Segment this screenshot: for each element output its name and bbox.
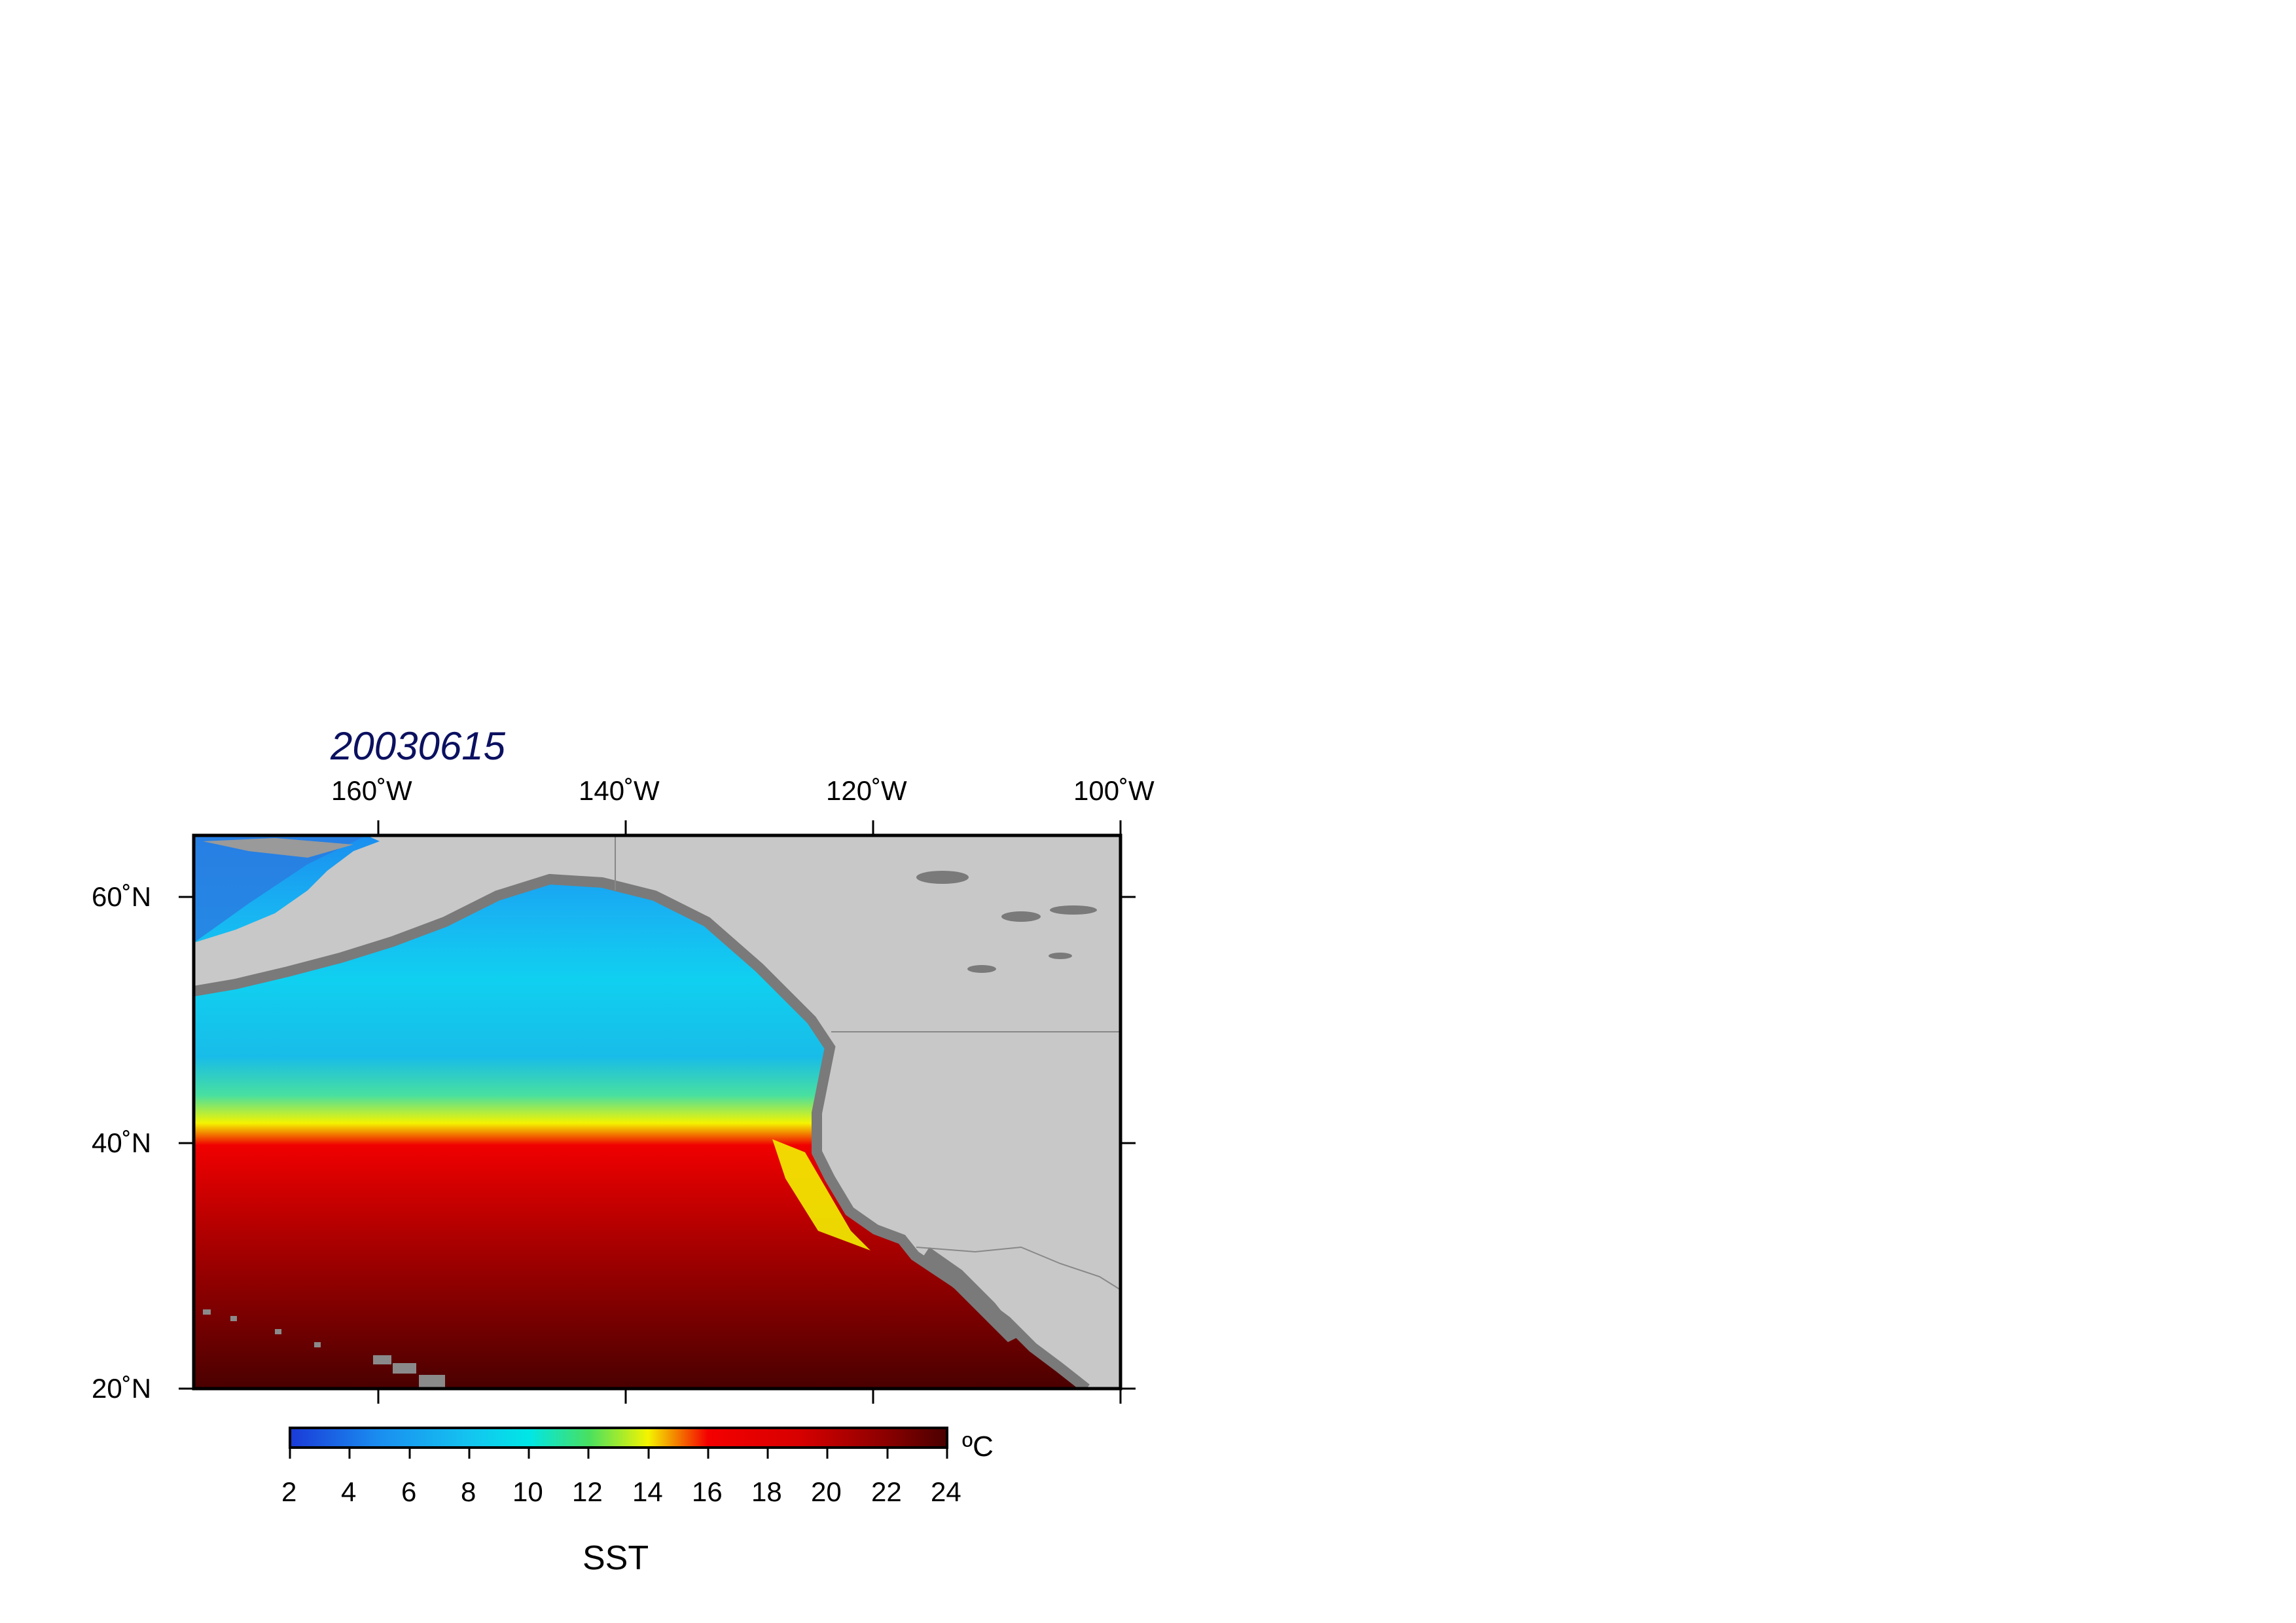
bering-sea-cold-water [194, 835, 367, 943]
colorbar-tick-label: 6 [401, 1476, 417, 1507]
axis-ticks [179, 820, 1136, 1404]
colorbar-tick-label: 8 [461, 1476, 476, 1507]
colorbar-ticks [289, 1448, 948, 1459]
map-title: 20030615 [331, 724, 505, 768]
colorbar-tick-label: 12 [572, 1476, 603, 1507]
political-borders [615, 835, 1121, 1290]
colorbar-tick-label: 14 [632, 1476, 663, 1507]
colorbar-tick-label: 22 [871, 1476, 902, 1507]
colorbar-title: SST [583, 1539, 649, 1577]
colorbar-tick-label: 18 [751, 1476, 782, 1507]
colorbar-tick-label: 20 [811, 1476, 842, 1507]
lon-tick-label: 140˚W [579, 775, 660, 806]
colorbar-tick-label: 24 [931, 1476, 961, 1507]
alaska-peninsula [203, 838, 353, 858]
lat-tick-label: 60˚N [92, 881, 152, 912]
hawaii-islands [203, 1309, 445, 1388]
colorbar-tick-label: 4 [341, 1476, 357, 1507]
lat-tick-label: 40˚N [92, 1127, 152, 1158]
map-frame [192, 833, 1122, 1391]
gulf-of-california [923, 1247, 1021, 1342]
colorbar [289, 1427, 948, 1449]
coastal-upwelling [772, 1139, 870, 1250]
lon-tick-label: 100˚W [1073, 775, 1155, 806]
land-north-america [194, 835, 1121, 1389]
map-area [194, 835, 1121, 1389]
inland-lakes [916, 871, 1097, 973]
lon-tick-label: 160˚W [331, 775, 412, 806]
colorbar-unit: ºC [962, 1431, 994, 1463]
colorbar-tick-label: 10 [512, 1476, 543, 1507]
lat-tick-label: 20˚N [92, 1373, 152, 1404]
colorbar-tick-label: 16 [692, 1476, 723, 1507]
colorbar-tick-label: 2 [281, 1476, 297, 1507]
lon-tick-label: 120˚W [826, 775, 907, 806]
